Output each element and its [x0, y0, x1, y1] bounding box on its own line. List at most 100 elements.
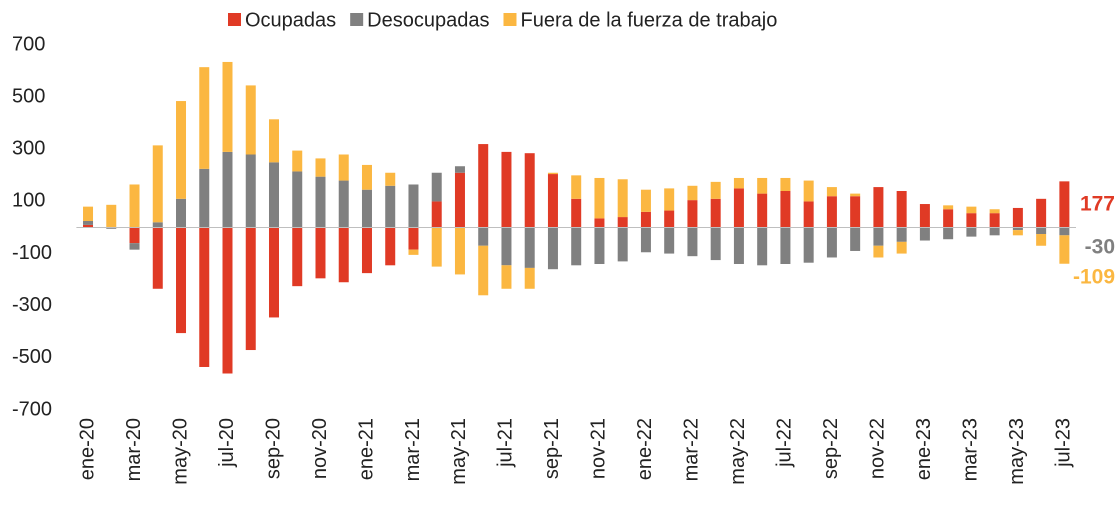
x-tick-label: nov-21: [588, 418, 610, 479]
legend-label: Desocupadas: [367, 9, 489, 31]
bar-segment: [152, 222, 163, 228]
bar-segment: [501, 265, 512, 289]
bar-segment: [850, 196, 861, 228]
bar-segment: [1059, 235, 1070, 264]
bar-segment: [245, 154, 256, 228]
bar-segment: [943, 205, 954, 210]
bar-segment: [222, 227, 233, 374]
bar-segment: [454, 172, 465, 228]
bar-segment: [524, 153, 535, 228]
bar-segment: [687, 185, 698, 201]
bar-segment: [83, 206, 94, 221]
bar-segment: [780, 177, 791, 191]
bar-segment: [338, 154, 349, 181]
legend-swatch: [350, 13, 364, 26]
bar-segment: [292, 150, 303, 172]
x-tick-label: mar-23: [960, 418, 982, 481]
x-tick-label: ene-22: [634, 418, 656, 480]
bar-segment: [385, 227, 396, 266]
bar-segment: [129, 184, 140, 228]
bar-segment: [664, 210, 675, 228]
end-label: -109: [1073, 266, 1115, 289]
x-tick-label: sep-22: [820, 418, 842, 479]
bar-segment: [83, 224, 94, 228]
bar-segment: [826, 227, 837, 258]
bar-segment: [547, 174, 558, 228]
legend-label: Fuera de la fuerza de trabajo: [520, 9, 777, 31]
bar-segment: [1036, 198, 1047, 228]
bar-segment: [129, 243, 140, 250]
bar-segment: [640, 227, 651, 253]
bar-segment: [315, 158, 326, 177]
bar-segment: [1059, 181, 1070, 228]
bar-segment: [640, 211, 651, 228]
bar-segment: [176, 227, 187, 334]
bar-segment: [431, 172, 442, 202]
bar-segment: [129, 227, 140, 244]
x-tick-label: may-23: [1006, 418, 1028, 485]
bar-segment: [338, 227, 349, 283]
bar-segment: [989, 213, 1000, 228]
bar-segment: [1012, 227, 1023, 231]
bar-segment: [664, 227, 675, 254]
bar-segment: [710, 181, 721, 199]
bar-segment: [1012, 207, 1023, 228]
x-tick-label: jul-20: [216, 418, 238, 468]
x-tick-label: may-21: [448, 418, 470, 485]
legend-swatch: [503, 13, 517, 26]
y-tick-label: 100: [12, 190, 45, 212]
y-tick-label: -700: [12, 398, 52, 420]
bar-segment: [687, 200, 698, 228]
bar-segment: [222, 151, 233, 228]
bar-segment: [896, 241, 907, 254]
bar-segment: [780, 227, 791, 264]
bar-segment: [710, 198, 721, 228]
bar-segment: [873, 245, 884, 258]
bar-segment: [478, 144, 489, 228]
x-tick-label: nov-22: [867, 418, 889, 479]
bar-segment: [943, 209, 954, 228]
x-tick-label: ene-21: [355, 418, 377, 480]
y-tick-label: -500: [12, 346, 52, 368]
bar-segment: [989, 227, 1000, 236]
bar-segment: [176, 101, 187, 199]
bar-segment: [454, 166, 465, 173]
bar-segment: [803, 201, 814, 228]
bar-segment: [315, 227, 326, 279]
end-label: -30: [1085, 236, 1115, 259]
bar-segment: [594, 177, 605, 219]
bar-segment: [826, 187, 837, 197]
bar-segment: [222, 61, 233, 152]
bar-segment: [431, 201, 442, 228]
y-tick-label: 500: [12, 85, 45, 107]
bar-segment: [896, 191, 907, 228]
end-label: 177: [1080, 193, 1115, 216]
bar-segment: [803, 180, 814, 202]
bar-segment: [1036, 227, 1047, 235]
bar-segment: [199, 168, 210, 228]
bar-segment: [1059, 227, 1070, 236]
bar-segment: [966, 206, 977, 214]
bar-segment: [431, 227, 442, 267]
bar-segment: [873, 187, 884, 228]
bar-segment: [292, 171, 303, 228]
x-tick-label: nov-20: [309, 418, 331, 479]
bar-segment: [408, 249, 419, 255]
bar-segment: [245, 227, 256, 351]
bar-segment: [640, 189, 651, 212]
bar-segment: [733, 188, 744, 228]
x-tick-label: ene-20: [76, 418, 98, 480]
bar-segment: [478, 245, 489, 296]
bar-segment: [385, 185, 396, 228]
bar-segment: [361, 164, 372, 190]
bar-segment: [943, 227, 954, 240]
bar-segment: [106, 204, 117, 227]
bar-segment: [1036, 234, 1047, 246]
bar-segment: [757, 193, 768, 228]
bar-segment: [803, 227, 814, 263]
bar-segment: [199, 67, 210, 169]
bar-segment: [315, 176, 326, 228]
bar-segment: [501, 151, 512, 228]
bar-segment: [850, 227, 861, 251]
bar-segment: [152, 227, 163, 289]
